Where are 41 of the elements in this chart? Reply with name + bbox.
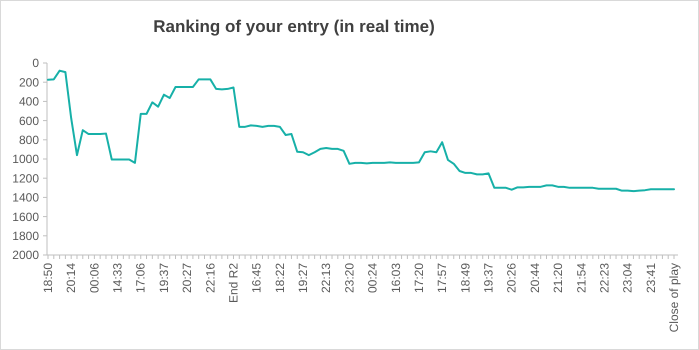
x-tick-label: 17:57 [435,262,450,294]
y-tick-label: 1400 [12,190,40,205]
y-tick-label: 2000 [12,248,40,262]
x-tick-label: 19:37 [156,262,171,294]
x-tick-label: 22:13 [319,262,334,294]
x-tick-label: 23:20 [342,262,356,294]
y-tick-label: 1000 [12,152,40,166]
x-tick-label: 22:16 [203,262,218,294]
x-tick-label: 00:06 [87,262,102,294]
x-tick-label: 23:04 [620,262,635,294]
x-tick-label: 20:26 [504,262,519,294]
y-tick-label: 1800 [12,229,40,243]
y-tick-label: 1200 [12,171,40,186]
x-tick-label: 18:22 [272,262,287,294]
x-tick-label: 20:14 [64,262,78,294]
x-tick-label: 18:49 [458,262,472,294]
x-tick-label: 20:44 [528,262,542,294]
y-tick-label: 400 [18,94,40,109]
y-tick-label: 600 [18,114,40,128]
x-tick-label: 16:03 [388,262,403,294]
x-tick-label: End R2 [226,262,240,304]
x-tick-label: 17:06 [134,262,148,294]
x-tick-label: Close of play [667,263,681,332]
x-tick-label: 19:27 [296,262,310,294]
x-tick-label: 17:20 [412,262,426,294]
y-tick-label: 200 [18,75,40,90]
y-tick-label: 1600 [12,210,40,224]
chart-title: Ranking of your entry (in real time) [153,17,435,36]
x-tick-label: 23:41 [644,262,658,294]
x-tick-label: 19:37 [482,262,496,294]
line-series [47,70,675,192]
x-tick-label: 18:50 [41,262,55,294]
y-tick-label: 800 [18,133,40,147]
x-tick-label: 21:20 [551,262,566,294]
x-tick-label: 22:23 [597,262,612,294]
x-tick-label: 00:24 [366,262,380,294]
x-tick-label: 20:27 [180,262,194,294]
y-tick-label: 0 [32,56,40,70]
x-tick-label: 21:54 [574,262,588,294]
x-tick-label: 16:45 [250,262,264,294]
x-tick-label: 14:33 [110,262,125,294]
